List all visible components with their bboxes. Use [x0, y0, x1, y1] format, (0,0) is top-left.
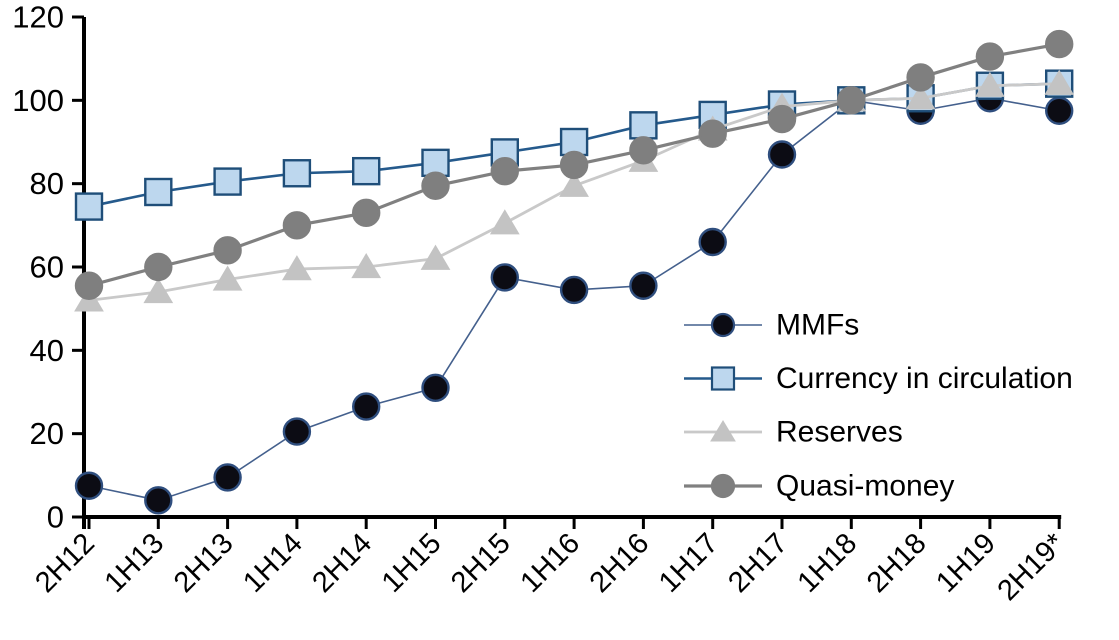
x-axis-tick-label: 1H15	[376, 527, 448, 599]
marker-currency-in-circulation	[74, 192, 104, 221]
marker-quasi-money	[698, 119, 727, 148]
x-axis-tick-label: 2H17	[722, 527, 794, 599]
marker-quasi-money	[1044, 29, 1074, 59]
legend-marker-reserves	[710, 420, 736, 442]
marker-currency-in-circulation	[213, 167, 242, 196]
marker-quasi-money	[767, 104, 797, 134]
y-axis-tick-label: 120	[12, 0, 64, 35]
marker-quasi-money	[282, 211, 312, 240]
x-axis-tick-label: 1H13	[99, 527, 171, 599]
legend-marker-currency-in-circulation	[710, 366, 736, 391]
marker-mmfs	[1044, 96, 1074, 125]
marker-currency-in-circulation	[352, 156, 381, 186]
x-axis-tick-label: 2H15	[445, 527, 517, 599]
legend-label-mmfs: MMFs	[776, 309, 859, 342]
x-axis-tick-label: 2H19*	[992, 527, 1072, 607]
x-axis-tick-label: 2H16	[584, 527, 656, 599]
legend: MMFs Currency in circulation Reserves Quasi…	[684, 309, 1073, 503]
marker-reserves	[282, 255, 312, 281]
marker-mmfs	[767, 140, 797, 169]
marker-mmfs	[144, 486, 173, 515]
marker-mmfs	[213, 463, 242, 492]
marker-quasi-money	[74, 271, 104, 300]
series-reserves	[74, 69, 1075, 312]
y-axis-tick-label: 20	[30, 416, 64, 451]
legend-item-quasi-money: Quasi-money	[684, 470, 954, 503]
marker-quasi-money	[906, 63, 935, 92]
y-axis-tick-label: 100	[12, 83, 64, 118]
marker-quasi-money	[213, 236, 242, 265]
x-axis-tick-label: 1H19	[930, 527, 1002, 599]
x-axis-tick-label: 2H18	[861, 527, 933, 599]
x-axis-tick-label: 1H14	[237, 527, 309, 599]
y-axis-tick-label: 0	[47, 500, 64, 535]
marker-currency-in-circulation	[421, 148, 450, 178]
legend-marker-mmfs	[710, 312, 736, 338]
marker-quasi-money	[352, 198, 381, 228]
marker-reserves	[905, 84, 936, 110]
x-axis-tick-label: 2H12	[29, 527, 101, 599]
marker-currency-in-circulation	[559, 127, 589, 157]
legend-item-mmfs: MMFs	[684, 309, 859, 342]
marker-quasi-money	[629, 136, 658, 165]
marker-reserves	[351, 253, 382, 279]
marker-reserves	[143, 278, 174, 304]
marker-reserves	[1044, 69, 1075, 95]
x-axis-tick-label: 1H16	[514, 527, 586, 599]
marker-mmfs	[282, 417, 312, 446]
marker-currency-in-circulation	[629, 111, 658, 140]
marker-mmfs	[490, 263, 519, 292]
y-axis-tick-label: 80	[30, 166, 64, 201]
x-axis-tick-label: 1H17	[653, 527, 725, 599]
marker-mmfs	[698, 227, 727, 257]
legend-label-quasi-money: Quasi-money	[776, 470, 954, 503]
x-axis-tick-label: 1H18	[792, 527, 864, 599]
marker-mmfs	[629, 271, 658, 300]
marker-currency-in-circulation	[282, 159, 312, 188]
marker-currency-in-circulation	[144, 177, 173, 207]
marker-reserves	[559, 171, 589, 197]
marker-mmfs	[74, 471, 104, 500]
marker-quasi-money	[144, 252, 173, 282]
y-axis-tick-label: 40	[30, 333, 64, 368]
legend-label-currency-in-circulation: Currency in circulation	[776, 362, 1073, 395]
series-quasi-money	[74, 29, 1074, 300]
marker-quasi-money	[490, 156, 519, 186]
x-axis-tick-label: 2H13	[168, 527, 240, 599]
marker-reserves	[975, 71, 1005, 97]
y-axis-tick-label: 60	[30, 250, 64, 285]
legend-item-reserves: Reserves	[684, 416, 903, 449]
marker-quasi-money	[837, 86, 866, 115]
marker-quasi-money	[559, 150, 589, 180]
x-axis-tick-label: 2H14	[306, 527, 378, 599]
marker-reserves	[420, 244, 451, 270]
legend-item-currency-in-circulation: Currency in circulation	[684, 362, 1073, 395]
marker-mmfs	[352, 392, 381, 421]
marker-quasi-money	[975, 42, 1005, 71]
marker-reserves	[212, 265, 243, 291]
legend-label-reserves: Reserves	[776, 416, 903, 449]
marker-mmfs	[421, 373, 450, 403]
marker-reserves	[489, 209, 520, 235]
marker-mmfs	[559, 275, 589, 305]
legend-marker-quasi-money	[710, 473, 736, 499]
marker-quasi-money	[421, 171, 450, 200]
